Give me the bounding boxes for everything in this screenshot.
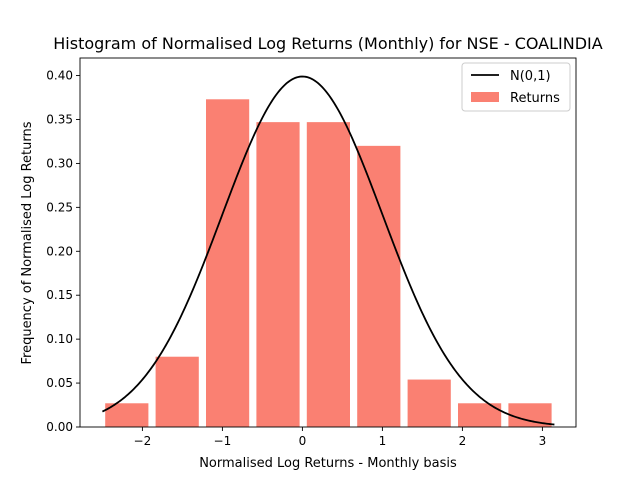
y-axis-label: Frequency of Normalised Log Returns bbox=[20, 121, 35, 364]
histogram-bar bbox=[407, 379, 451, 427]
y-tick-label: 0.00 bbox=[46, 420, 73, 434]
x-tick-label: 1 bbox=[379, 434, 387, 448]
histogram-bar bbox=[206, 99, 250, 428]
y-axis: 0.00 0.05 0.10 0.15 0.20 0.25 0.30 0.35 0.40 bbox=[46, 69, 80, 434]
y-tick-label: 0.15 bbox=[46, 288, 73, 302]
chart-title: Histogram of Normalised Log Returns (Mon… bbox=[53, 34, 603, 53]
x-tick-label: 2 bbox=[459, 434, 467, 448]
y-tick-label: 0.30 bbox=[46, 156, 73, 170]
y-tick-label: 0.40 bbox=[46, 69, 73, 83]
legend-label-returns: Returns bbox=[510, 91, 560, 106]
x-tick-label: −2 bbox=[134, 434, 152, 448]
legend: N(0,1) Returns bbox=[461, 62, 571, 112]
y-tick-label: 0.05 bbox=[46, 376, 73, 390]
histogram-bar bbox=[155, 356, 199, 427]
y-tick-label: 0.25 bbox=[46, 200, 73, 214]
histogram-bar bbox=[256, 122, 300, 427]
y-tick-label: 0.35 bbox=[46, 113, 73, 127]
legend-label-normal: N(0,1) bbox=[510, 69, 551, 84]
legend-bar-swatch bbox=[471, 92, 499, 102]
x-axis-label: Normalised Log Returns - Monthly basis bbox=[199, 456, 457, 471]
y-tick-label: 0.10 bbox=[46, 332, 73, 346]
plot-area bbox=[102, 75, 555, 428]
y-tick-label: 0.20 bbox=[46, 244, 73, 258]
histogram-bar bbox=[105, 403, 149, 427]
x-tick-label: 3 bbox=[539, 434, 547, 448]
x-axis: −2 −1 0 1 2 3 bbox=[134, 427, 547, 448]
histogram-bar bbox=[458, 403, 502, 427]
histogram-bar bbox=[306, 122, 350, 427]
x-tick-label: −1 bbox=[214, 434, 232, 448]
histogram-bar bbox=[508, 403, 552, 427]
normal-pdf-curve bbox=[102, 75, 555, 426]
axes-frame bbox=[79, 57, 577, 428]
histogram-bar bbox=[357, 145, 401, 427]
x-tick-label: 0 bbox=[299, 434, 307, 448]
